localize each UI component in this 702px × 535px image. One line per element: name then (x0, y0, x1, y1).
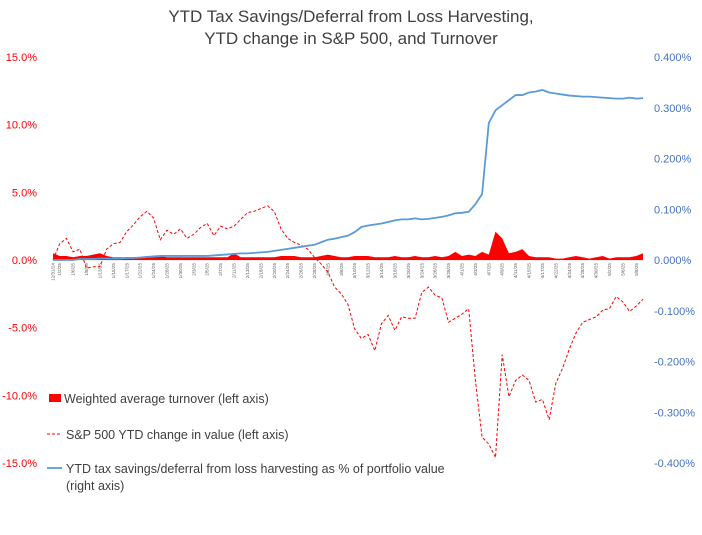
right-axis: 0.400% 0.300% 0.200% 0.100% 0.000% -0.100% -0.… (654, 52, 695, 470)
right-tick-label: -0.400% (654, 458, 695, 470)
legend-marker-turnover (49, 394, 61, 402)
x-tick-label: 4/28/25 (580, 263, 585, 279)
left-tick-label: 0.0% (12, 255, 37, 267)
x-tick-label: 5/2/25 (607, 263, 612, 276)
x-tick-label: 2/13/25 (245, 263, 250, 279)
plot-area (52, 89, 644, 460)
left-tick-label: 10.0% (6, 120, 37, 132)
x-tick-label: 4/1/25 (459, 263, 464, 276)
x-tick-label: 1/24/25 (151, 263, 156, 279)
x-tick-label: 3/4/25 (325, 263, 330, 276)
x-tick-label: 4/9/25 (500, 263, 505, 276)
legend-label-sp500: S&P 500 YTD change in value (left axis) (66, 428, 289, 442)
x-tick-label: 2/11/25 (232, 263, 237, 278)
left-tick-label: 15.0% (6, 52, 37, 64)
x-tick-label: 1/15/25 (111, 263, 116, 279)
x-tick-label: 12/31/24 (51, 263, 56, 281)
x-tick-label: 3/10/25 (352, 263, 357, 279)
x-tick-label: 1/8/25 (84, 263, 89, 276)
x-tick-label: 2/26/25 (299, 263, 304, 279)
right-tick-label: 0.200% (654, 154, 692, 166)
x-tick-label: 1/30/25 (178, 263, 183, 279)
x-tick-label: 2/24/25 (285, 263, 290, 279)
x-tick-label: 1/22/25 (138, 263, 143, 279)
right-tick-label: 0.300% (654, 103, 692, 115)
sp500-line (52, 205, 644, 460)
x-tick-label: 2/5/25 (205, 263, 210, 276)
right-tick-label: -0.300% (654, 407, 695, 419)
x-tick-label: 1/13/25 (97, 263, 102, 279)
x-tick-label: 4/3/25 (473, 263, 478, 276)
chart-title-line-2: YTD change in S&P 500, and Turnover (204, 29, 498, 48)
x-tick-label: 4/22/25 (553, 263, 558, 279)
legend-label-turnover: Weighted average turnover (left axis) (64, 392, 269, 406)
chart-title-line-1: YTD Tax Savings/Deferral from Loss Harve… (168, 7, 533, 26)
turnover-area (53, 231, 643, 260)
left-tick-label: -15.0% (2, 458, 37, 470)
x-tick-label: 4/7/25 (486, 263, 491, 276)
x-tick-label: 2/20/25 (272, 263, 277, 279)
x-tick-label: 2/3/25 (191, 263, 196, 276)
x-tick-label: 3/6/25 (339, 263, 344, 276)
left-tick-label: 5.0% (12, 187, 37, 199)
x-tick-label: 1/17/25 (124, 263, 129, 279)
x-tick-label: 3/12/25 (366, 263, 371, 279)
x-tick-label: 2/28/25 (312, 263, 317, 279)
x-tick-label: 4/17/25 (540, 263, 545, 279)
left-tick-label: -10.0% (2, 390, 37, 402)
legend: Weighted average turnover (left axis) S&P… (47, 392, 445, 493)
left-axis: 15.0% 10.0% 5.0% 0.0% -5.0% -10.0% -15.0% (2, 52, 37, 470)
right-tick-label: 0.100% (654, 204, 692, 216)
x-tick-label: 1/6/25 (71, 263, 76, 276)
x-tick-label: 4/11/25 (513, 263, 518, 278)
legend-label-tax-savings: YTD tax savings/deferral from loss harve… (66, 462, 445, 493)
x-axis: 12/31/24 1/2/25 1/6/25 1/8/25 1/13/25 1/15/25… (51, 259, 643, 281)
x-tick-label: 4/30/25 (594, 263, 599, 279)
right-tick-label: 0.400% (654, 52, 692, 64)
x-tick-label: 3/24/25 (419, 263, 424, 279)
x-tick-label: 1/2/25 (57, 263, 62, 276)
x-tick-label: 3/14/25 (379, 263, 384, 279)
x-tick-label: 3/26/25 (433, 263, 438, 279)
x-tick-label: 3/28/25 (446, 263, 451, 279)
x-tick-label: 5/8/25 (634, 263, 639, 276)
x-tick-label: 4/24/25 (567, 263, 572, 279)
x-tick-label: 4/15/25 (527, 263, 532, 279)
right-tick-label: -0.100% (654, 306, 695, 318)
chart-title: YTD Tax Savings/Deferral from Loss Harve… (168, 7, 533, 48)
tax-savings-line (53, 89, 644, 261)
x-tick-label: 3/20/25 (406, 263, 411, 279)
x-tick-label: 2/7/25 (218, 263, 223, 276)
right-tick-label: -0.200% (654, 357, 695, 369)
x-tick-label: 5/6/25 (620, 263, 625, 276)
right-tick-label: 0.000% (654, 255, 692, 267)
x-tick-label: 2/18/25 (258, 263, 263, 279)
x-tick-label: 3/18/25 (392, 263, 397, 279)
x-tick-label: 1/28/25 (164, 263, 169, 279)
left-tick-label: -5.0% (8, 323, 37, 335)
